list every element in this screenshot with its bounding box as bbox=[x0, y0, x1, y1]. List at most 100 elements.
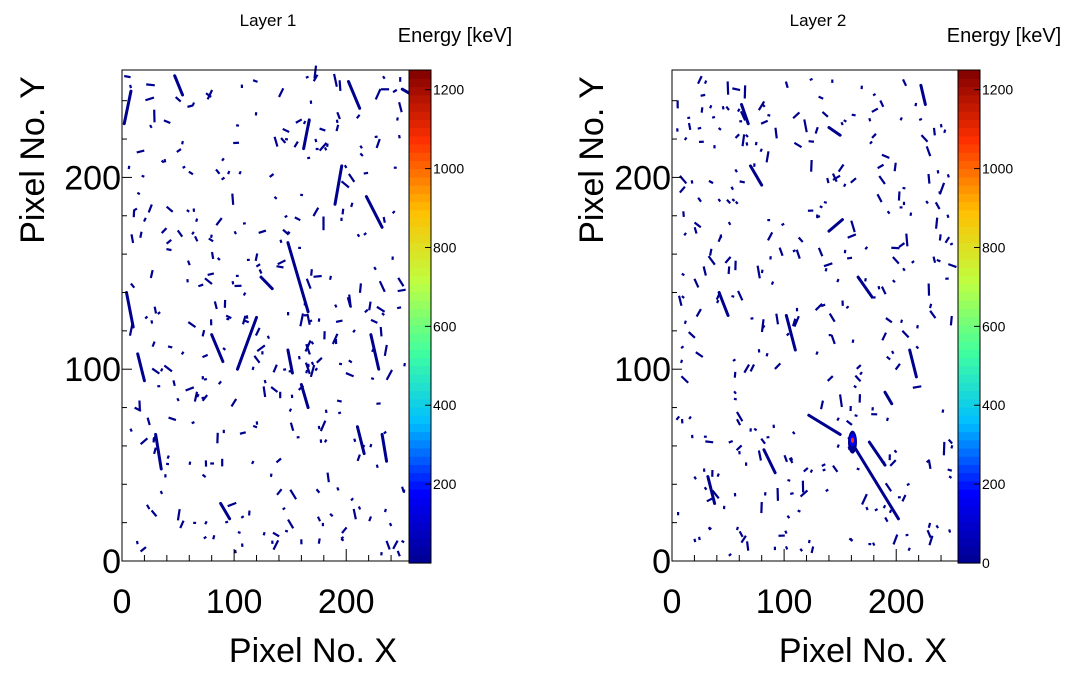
colorbar-segment bbox=[409, 86, 431, 95]
pixel-hit bbox=[319, 540, 320, 543]
colorbar-segment bbox=[409, 267, 431, 276]
pixel-hit bbox=[190, 172, 192, 173]
pixel-hit bbox=[735, 392, 736, 393]
x-tick-label: 200 bbox=[318, 583, 375, 621]
pixel-hit bbox=[342, 540, 343, 541]
pixel-hit bbox=[719, 200, 720, 201]
pixel-hit bbox=[951, 317, 952, 324]
pixel-hit bbox=[730, 555, 731, 556]
pixel-hit bbox=[132, 284, 134, 286]
pixel-hit bbox=[325, 441, 326, 442]
colorbar-segment bbox=[409, 333, 431, 342]
pixel-hit bbox=[709, 528, 710, 529]
pixel-hit bbox=[720, 129, 721, 130]
pixel-hit bbox=[677, 417, 678, 419]
pixel-hit bbox=[328, 474, 329, 481]
colorbar-segment bbox=[409, 317, 431, 326]
colorbar-segment bbox=[958, 128, 980, 137]
pixel-hit bbox=[318, 518, 319, 521]
pixel-hit bbox=[828, 179, 829, 182]
pixel-hit bbox=[776, 129, 777, 138]
colorbar-segment bbox=[409, 111, 431, 120]
colorbar-segment bbox=[958, 103, 980, 112]
colorbar-segment bbox=[958, 300, 980, 309]
colorbar-segment bbox=[409, 185, 431, 194]
pixel-hit bbox=[153, 343, 154, 346]
pixel-hit bbox=[214, 536, 215, 538]
colorbar-segment bbox=[958, 366, 980, 375]
colorbar-segment bbox=[409, 152, 431, 161]
pixel-hit bbox=[871, 142, 872, 143]
pixel-hit bbox=[309, 321, 311, 322]
pixel-hit bbox=[904, 269, 905, 270]
pixel-hit bbox=[275, 198, 276, 199]
pixel-hit bbox=[886, 518, 887, 520]
colorbar-segment bbox=[409, 555, 431, 564]
pixel-hit bbox=[788, 334, 789, 335]
colorbar-segment bbox=[409, 70, 431, 79]
colorbar-segment bbox=[958, 399, 980, 408]
pixel-hit bbox=[375, 268, 376, 269]
colorbar-segment bbox=[958, 415, 980, 424]
x-tick-label: 0 bbox=[113, 583, 132, 621]
pixel-hit bbox=[949, 470, 951, 471]
panel-title: Layer 2 bbox=[790, 11, 847, 30]
pixel-hit bbox=[132, 235, 133, 242]
colorbar-segment bbox=[409, 251, 431, 260]
colorbar-tick-label: 400 bbox=[433, 397, 457, 413]
pixel-hit bbox=[790, 459, 792, 462]
plot-frame bbox=[122, 70, 409, 561]
pixel-hit bbox=[154, 449, 155, 453]
colorbar-tick-label: 400 bbox=[982, 397, 1006, 413]
colorbar-segment bbox=[958, 160, 980, 169]
pixel-hit bbox=[260, 271, 261, 273]
colorbar-segment bbox=[409, 284, 431, 293]
pixel-hit bbox=[178, 150, 180, 152]
pixel-hit bbox=[278, 266, 283, 267]
colorbar-segment bbox=[409, 547, 431, 556]
pixel-hit bbox=[801, 550, 802, 551]
colorbar-tick-label: 0 bbox=[982, 555, 990, 571]
pixel-hit bbox=[369, 303, 370, 309]
colorbar-segment bbox=[958, 111, 980, 120]
colorbar-segment bbox=[958, 210, 980, 219]
pixel-hit bbox=[938, 260, 940, 261]
colorbar-segment bbox=[958, 530, 980, 539]
pixel-hit bbox=[702, 95, 704, 96]
colorbar-segment bbox=[409, 505, 431, 514]
pixel-hit bbox=[215, 303, 216, 308]
colorbar-segment bbox=[958, 374, 980, 383]
pixel-hit bbox=[929, 524, 930, 527]
colorbar-segment bbox=[958, 456, 980, 465]
colorbar-segment bbox=[409, 423, 431, 432]
colorbar-title: Energy [keV] bbox=[947, 25, 1062, 47]
pixel-hit bbox=[759, 452, 761, 460]
colorbar-segment bbox=[409, 440, 431, 449]
pixel-hit bbox=[816, 128, 817, 132]
pixel-hit bbox=[747, 136, 748, 137]
pixel-hit bbox=[232, 195, 233, 204]
pixel-hit bbox=[762, 320, 763, 331]
colorbar-segment bbox=[958, 308, 980, 317]
colorbar-segment bbox=[958, 185, 980, 194]
pixel-hit bbox=[350, 361, 351, 362]
colorbar-segment bbox=[958, 505, 980, 514]
pixel-hit bbox=[345, 166, 346, 167]
colorbar-segment bbox=[958, 538, 980, 547]
pixel-hit bbox=[223, 178, 224, 179]
pixel-hit bbox=[246, 321, 248, 322]
colorbar-segment bbox=[958, 432, 980, 441]
pixel-hit bbox=[146, 317, 147, 318]
y-axis-label: Pixel No. Y bbox=[14, 76, 52, 244]
pixel-hit bbox=[914, 387, 920, 388]
pixel-hit bbox=[206, 522, 207, 523]
pixel-hit bbox=[730, 441, 732, 442]
colorbar-segment bbox=[958, 275, 980, 284]
colorbar-segment bbox=[409, 415, 431, 424]
pixel-hit bbox=[895, 451, 896, 452]
pixel-hit bbox=[850, 539, 852, 540]
colorbar: 020040060080010001200 bbox=[958, 70, 1013, 571]
pixel-hit bbox=[777, 315, 778, 323]
pixel-hit bbox=[168, 249, 171, 250]
pixel-hit bbox=[689, 124, 690, 129]
